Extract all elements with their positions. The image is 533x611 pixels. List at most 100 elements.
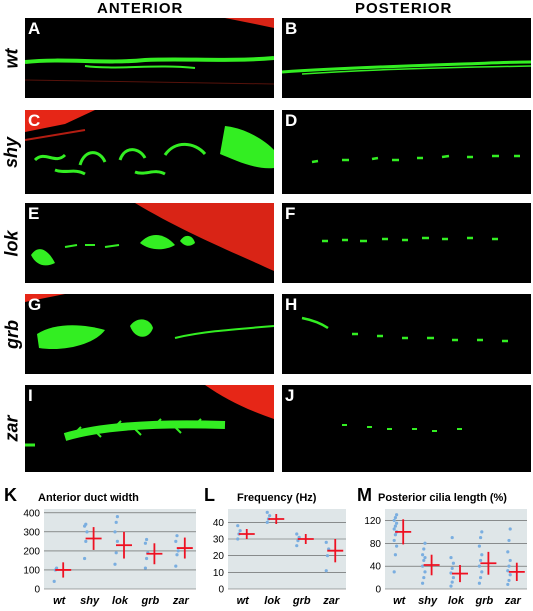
anterior-header: ANTERIOR: [97, 0, 184, 17]
micrograph-wt-anterior: [25, 18, 274, 85]
data-point: [265, 520, 269, 524]
data-point: [422, 575, 426, 580]
y-tick-label: 30: [213, 535, 225, 546]
data-point: [480, 553, 484, 557]
data-point: [449, 555, 453, 560]
y-tick-label: 40: [370, 562, 382, 573]
x-tick-label: grb: [292, 595, 311, 607]
panel-letter-D: D: [285, 111, 298, 130]
x-tick-label: zar: [322, 595, 340, 607]
x-tick-label: zar: [172, 595, 190, 607]
x-tick-label: lok: [448, 595, 465, 607]
data-point: [84, 539, 88, 543]
row-label-zar: zar: [1, 415, 22, 442]
data-point: [449, 571, 453, 575]
data-point: [395, 513, 399, 517]
panel-letter-G: G: [28, 295, 42, 314]
y-tick-label: 100: [23, 565, 40, 576]
panel-letter-B: B: [285, 19, 298, 38]
row-label-wt: wt: [1, 48, 22, 68]
data-point: [477, 564, 481, 568]
micrograph-lok-posterior: [322, 236, 498, 243]
panel-E: E: [25, 203, 274, 283]
data-point: [479, 558, 483, 563]
chart-anterior-duct-width: 0 100 200 300 400 wt shy lok grb zar: [23, 508, 196, 607]
data-point: [477, 544, 481, 548]
chart-posterior-cilia-length: 0 40 80 120 wt shy lok grb zar: [364, 509, 527, 607]
data-point: [265, 510, 269, 514]
data-point: [175, 553, 179, 557]
panel-letter-E: E: [28, 204, 40, 223]
chart-letter-K: K: [4, 485, 17, 505]
data-point: [236, 537, 240, 541]
data-point: [115, 539, 119, 543]
data-point: [450, 535, 454, 540]
panel-J: J: [282, 385, 531, 472]
data-point: [114, 520, 118, 524]
data-point: [175, 534, 179, 538]
data-point: [450, 580, 454, 584]
data-point: [392, 518, 396, 523]
data-point: [449, 584, 453, 588]
data-point: [113, 530, 117, 534]
data-point: [508, 573, 512, 577]
data-point: [392, 527, 396, 531]
micrograph-shy-posterior: [311, 154, 520, 164]
data-point: [83, 556, 87, 561]
data-point: [295, 532, 299, 536]
y-tick-label: 40: [213, 518, 225, 529]
data-point: [143, 541, 147, 545]
data-point: [143, 566, 147, 570]
panel-I: I: [25, 385, 274, 472]
y-tick-label: 400: [23, 508, 40, 519]
panel-B: B: [282, 18, 531, 98]
data-point: [451, 575, 455, 580]
data-point: [268, 514, 272, 518]
micrograph-grb-anterior: [25, 294, 274, 350]
data-point: [422, 547, 426, 551]
x-tick-label: grb: [141, 595, 160, 607]
data-point: [325, 554, 330, 558]
data-point: [145, 537, 149, 542]
x-tick-label: lok: [264, 595, 281, 607]
data-point: [85, 530, 89, 534]
data-point: [395, 521, 399, 525]
data-point: [393, 515, 397, 520]
panel-letter-I: I: [28, 386, 33, 405]
panel-C: C: [25, 110, 274, 194]
x-tick-label: wt: [53, 595, 67, 607]
x-tick-label: lok: [112, 595, 129, 607]
chart-letter-M: M: [357, 485, 372, 505]
data-point: [421, 564, 425, 568]
data-point: [113, 562, 117, 566]
row-label-grb: grb: [1, 319, 22, 349]
micrograph-lok-anterior: [31, 203, 274, 271]
data-point: [477, 581, 481, 585]
chart-letter-L: L: [204, 485, 215, 505]
y-tick-label: 0: [34, 585, 40, 596]
plot-area: [44, 509, 196, 589]
y-tick-label: 0: [218, 585, 224, 596]
panel-G: G: [25, 294, 274, 374]
data-point: [479, 575, 483, 580]
data-point: [114, 551, 118, 555]
data-point: [421, 581, 425, 585]
x-tick-label: shy: [418, 595, 438, 607]
chart-title-K: Anterior duct width: [38, 492, 139, 504]
data-point: [421, 553, 425, 557]
x-tick-label: grb: [475, 595, 494, 607]
chart-title-M: Posterior cilia length (%): [378, 492, 507, 504]
micrograph-zar-anterior: [25, 385, 274, 447]
data-point: [52, 579, 56, 583]
x-tick-label: zar: [504, 595, 522, 607]
plot-area: [385, 509, 527, 589]
y-tick-label: 10: [213, 568, 225, 579]
y-tick-label: 120: [364, 516, 381, 527]
panel-D: D: [282, 110, 531, 194]
panel-letter-F: F: [285, 204, 296, 223]
data-point: [506, 550, 510, 554]
panel-F: F: [282, 203, 531, 283]
data-point: [507, 538, 511, 543]
data-point: [392, 538, 396, 543]
data-point: [480, 530, 484, 534]
